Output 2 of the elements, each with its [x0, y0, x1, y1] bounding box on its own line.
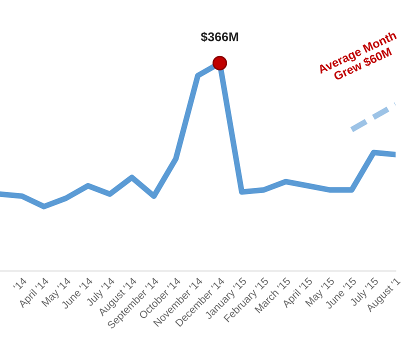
- x-tick-label: '14: [13, 277, 28, 292]
- annotation: $366M: [200, 32, 238, 42]
